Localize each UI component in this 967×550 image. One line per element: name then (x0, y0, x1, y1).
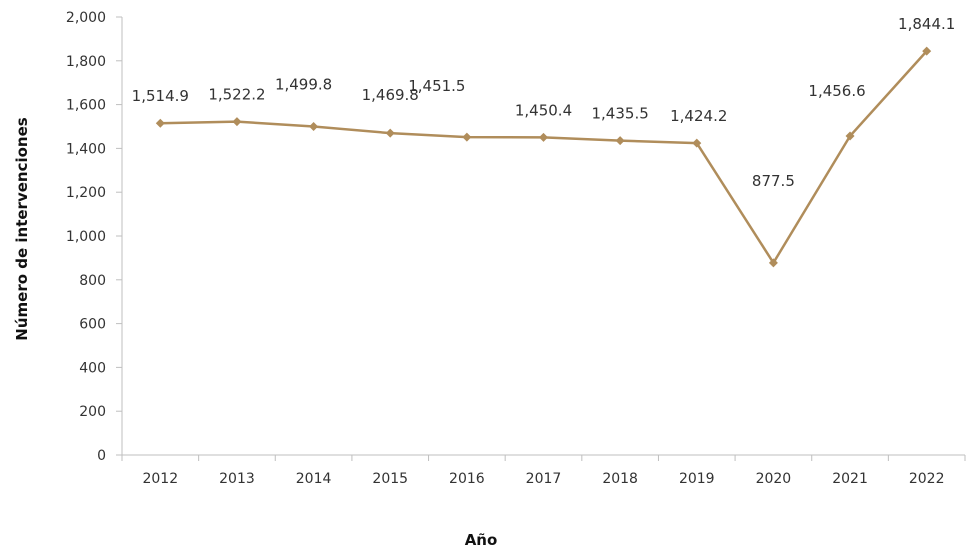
y-tick-label: 0 (97, 448, 106, 464)
x-axis-title: Año (465, 531, 498, 549)
y-tick-label: 800 (79, 273, 106, 289)
y-axis-title: Número de intervenciones (13, 117, 31, 340)
data-label: 1,469.8 (362, 86, 419, 104)
y-tick-label: 1,600 (66, 98, 106, 114)
y-tick-label: 400 (79, 360, 106, 376)
x-tick-label: 2015 (372, 471, 408, 487)
data-point-marker (232, 117, 242, 127)
data-label: 1,451.5 (408, 77, 465, 95)
data-point-marker (922, 46, 932, 56)
data-label: 877.5 (752, 172, 795, 190)
data-label: 1,435.5 (592, 105, 649, 123)
data-label: 1,844.1 (898, 15, 955, 33)
data-point-marker (385, 128, 395, 138)
x-tick-label: 2022 (909, 471, 945, 487)
y-tick-label: 600 (79, 317, 106, 333)
data-point-marker (462, 132, 472, 142)
x-tick-label: 2019 (679, 471, 715, 487)
data-label: 1,456.6 (808, 82, 865, 100)
data-point-marker (309, 122, 319, 132)
data-label: 1,450.4 (515, 101, 572, 119)
data-point-marker (539, 132, 548, 142)
data-label: 1,499.8 (275, 76, 332, 94)
data-label: 1,514.9 (132, 87, 189, 105)
x-tick-label: 2013 (219, 471, 255, 487)
y-tick-label: 1,000 (66, 229, 106, 245)
y-tick-labels: 0 200 400 600 800 1,000 1,200 1,400 1,600 1,800 2,… (66, 10, 106, 464)
data-point-marker (615, 136, 625, 146)
data-point-marker (845, 131, 855, 141)
series-markers (155, 46, 932, 268)
x-tick-label: 2018 (602, 471, 638, 487)
x-tick-label: 2016 (449, 471, 485, 487)
y-tick-label: 2,000 (66, 10, 106, 26)
data-label: 1,424.2 (670, 107, 727, 125)
data-label: 1,522.2 (208, 86, 265, 104)
x-tick-label: 2014 (296, 471, 332, 487)
x-tick-label: 2012 (142, 471, 178, 487)
data-labels: 1,514.9 1,522.2 1,499.8 1,469.81,451.5 1,450… (132, 15, 956, 190)
x-tick-labels: 2012 2013 2014 2015 2016 2017 2018 2019 2020 2021… (142, 471, 944, 487)
y-tick-label: 1,200 (66, 185, 106, 201)
y-tick-label: 1,800 (66, 54, 106, 70)
data-point-marker (768, 258, 778, 268)
x-tick-label: 2020 (756, 471, 792, 487)
y-tick-label: 1,400 (66, 141, 106, 157)
y-tick-label: 200 (79, 404, 106, 420)
x-tick-label: 2017 (526, 471, 562, 487)
data-point-marker (155, 118, 165, 128)
x-tick-label: 2021 (832, 471, 868, 487)
axes (116, 16, 966, 461)
data-point-marker (692, 138, 702, 148)
